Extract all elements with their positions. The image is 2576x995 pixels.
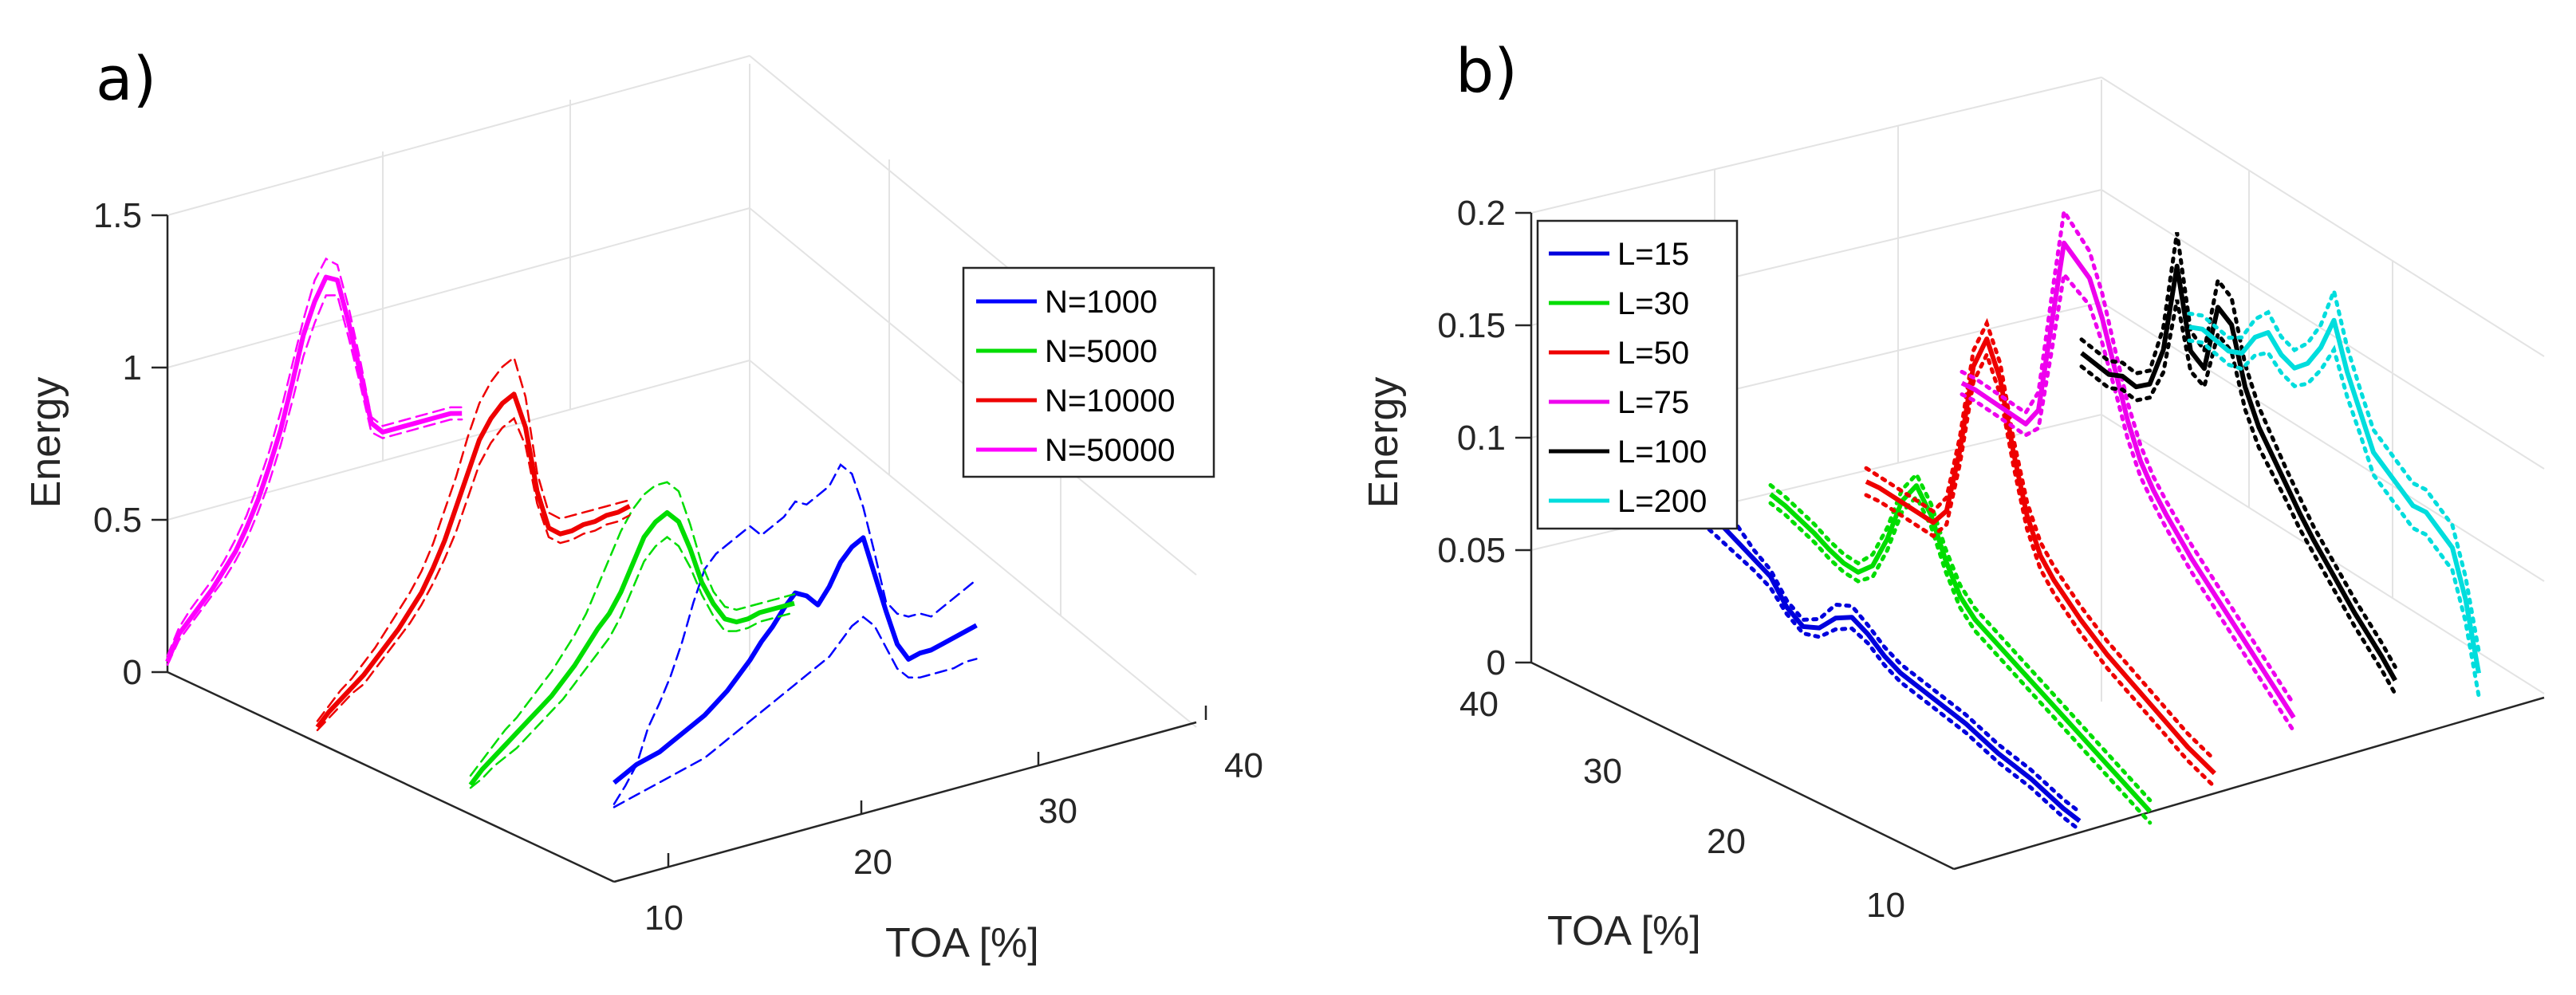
panel-a-z-label: Energy <box>23 377 69 509</box>
series-l-15-upper-band <box>1687 466 2082 814</box>
panel-a-axes <box>152 214 1207 883</box>
panel-b-legend: L=15 L=30 L=50 L=75 L=100 L=200 <box>1536 219 1739 530</box>
panel-b-label: b) <box>1455 35 1518 106</box>
series-n-5000-mean-line <box>468 510 795 787</box>
series-n-10000-lower-band <box>316 416 631 732</box>
panel-a-x-tick: 40 <box>1224 746 1263 785</box>
series-l-75-mean-line <box>1960 240 2296 719</box>
panel-a-z-tick: 0.5 <box>93 501 142 540</box>
legend-entry: L=15 <box>1617 237 1689 272</box>
series-l-75-upper-band <box>1960 206 2296 706</box>
panel-b-series <box>1687 206 2481 832</box>
series-n-10000-upper-band <box>316 356 631 722</box>
legend-entry: L=50 <box>1617 336 1689 371</box>
series-l-15-mean-line <box>1687 489 2082 824</box>
legend-entry: N=1000 <box>1045 285 1157 320</box>
panel-b-z-tick: 0.15 <box>1437 306 1506 345</box>
panel-b: b) 0 0.05 0.1 0. <box>1361 35 2545 954</box>
series-l-200-mean-line <box>2188 317 2481 674</box>
panel-a-label: a) <box>96 43 156 114</box>
series-l-50-lower-band <box>1864 349 2217 789</box>
panel-a-x-label: TOA [%] <box>885 920 1039 966</box>
panel-b-z-tick: 0.05 <box>1437 531 1506 570</box>
series-n-50000-mean-line <box>165 274 463 663</box>
panel-b-x-tick: 10 <box>1866 886 1905 925</box>
series-l-200-upper-band <box>2187 284 2481 653</box>
series-n-5000-lower-band <box>469 536 796 789</box>
series-l-75-lower-band <box>1960 269 2296 733</box>
panel-a-x-tick: 20 <box>853 843 892 882</box>
series-l-100-upper-band <box>2079 232 2397 669</box>
series-l-100-mean-line <box>2080 263 2397 682</box>
panel-b-x-tick: 30 <box>1583 752 1622 791</box>
legend-entry: N=5000 <box>1045 334 1157 369</box>
series-n-1000-lower-band <box>612 615 978 808</box>
series-l-50-upper-band <box>1864 317 2217 762</box>
panel-b-x-label: TOA [%] <box>1547 908 1701 954</box>
series-n-1000-mean-line <box>612 535 978 785</box>
series-l-15-lower-band <box>1687 506 2082 832</box>
panel-b-x-tick: 40 <box>1459 685 1499 724</box>
legend-entry: N=50000 <box>1045 433 1175 468</box>
series-l-30-lower-band <box>1768 493 2153 825</box>
series-l-30-upper-band <box>1768 470 2153 803</box>
series-n-1000-upper-band <box>612 462 978 805</box>
series-n-5000-upper-band <box>469 481 796 777</box>
series-l-50-mean-line <box>1865 336 2216 776</box>
series-n-50000-upper-band <box>166 257 463 657</box>
panel-b-legend-box <box>1536 219 1739 530</box>
series-l-200-lower-band <box>2187 338 2481 698</box>
series-n-50000-lower-band <box>166 294 463 667</box>
panel-b-z-tick: 0 <box>1487 643 1506 682</box>
series-n-10000-mean-line <box>315 391 631 729</box>
panel-a: a) 0 <box>23 43 1263 966</box>
legend-entry: N=10000 <box>1045 383 1175 419</box>
panel-b-axes <box>1515 211 2545 871</box>
panel-a-series <box>165 257 978 808</box>
legend-entry: L=200 <box>1617 484 1707 519</box>
legend-entry: L=30 <box>1617 286 1689 321</box>
panel-a-legend: N=1000 N=5000 N=10000 N=50000 <box>962 266 1215 478</box>
panel-b-z-label: Energy <box>1361 377 1407 509</box>
panel-a-z-tick: 1.5 <box>93 196 142 235</box>
series-l-30-mean-line <box>1769 483 2153 813</box>
panel-b-z-tick: 0.1 <box>1457 419 1506 458</box>
panel-a-z-tick: 1 <box>123 348 142 387</box>
panel-a-x-tick: 10 <box>644 899 683 938</box>
panel-a-x-tick: 30 <box>1038 792 1077 831</box>
panel-a-z-tick: 0 <box>123 653 142 692</box>
series-l-100-lower-band <box>2079 299 2397 696</box>
panel-b-z-tick: 0.2 <box>1457 194 1506 233</box>
legend-entry: L=75 <box>1617 385 1689 420</box>
legend-entry: L=100 <box>1617 435 1707 470</box>
panel-b-x-tick: 20 <box>1707 822 1746 861</box>
